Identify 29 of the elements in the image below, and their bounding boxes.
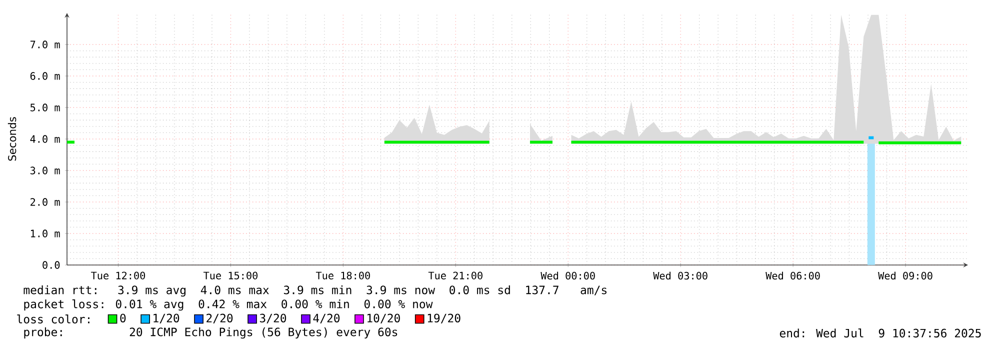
y-tick-label: 5.0 m	[30, 104, 60, 112]
y-tick-label: 1.0 m	[31, 230, 60, 238]
y-tick-label: 4.0 m	[30, 135, 60, 143]
legend-label: 2/20	[206, 314, 233, 324]
legend-label: 3/20	[260, 314, 286, 324]
x-tick-label: Tue 21:00	[428, 272, 482, 280]
legend-title: loss color:	[17, 314, 90, 324]
text: probe: 20 ICMP Echo Pings (56 Bytes) every 60s	[24, 327, 398, 339]
y-tick-label: 2.0 m	[30, 198, 60, 206]
legend-label: 4/20	[313, 314, 340, 324]
text: median rtt: 3.9 ms avg 4.0 ms max 3.9 ms min 3.9 ms now 0.0 ms sd 137.7 am/s	[24, 285, 606, 297]
y-tick-label: 7.0 m	[30, 40, 60, 48]
x-tick-label: Wed 09:00	[878, 272, 932, 280]
x-tick-label: Tue 12:00	[91, 272, 146, 280]
x-tick-label: Wed 00:00	[540, 272, 595, 280]
text: end: Wed Jul 9 10:37:56 2025	[780, 328, 981, 338]
y-tick-label: 6.0 m	[30, 72, 60, 80]
x-tick-label: Wed 03:00	[653, 272, 708, 280]
y-tick-label: 3.0 m	[30, 166, 60, 174]
legend-label: 0	[120, 314, 126, 322]
y-axis-title: Seconds	[8, 117, 16, 161]
legend-label: 10/20	[368, 314, 400, 324]
text: packet loss: 0.01 % avg 0.42 % max 0.00 % min 0.00 % now	[24, 299, 433, 311]
x-tick-label: Tue 15:00	[203, 272, 258, 280]
x-tick-label: Tue 18:00	[316, 272, 370, 280]
y-tick-label: 0.0	[42, 261, 60, 269]
legend-label: 19/20	[428, 314, 460, 324]
x-tick-label: Wed 06:00	[766, 272, 820, 280]
legend-label: 1/20	[154, 314, 180, 324]
